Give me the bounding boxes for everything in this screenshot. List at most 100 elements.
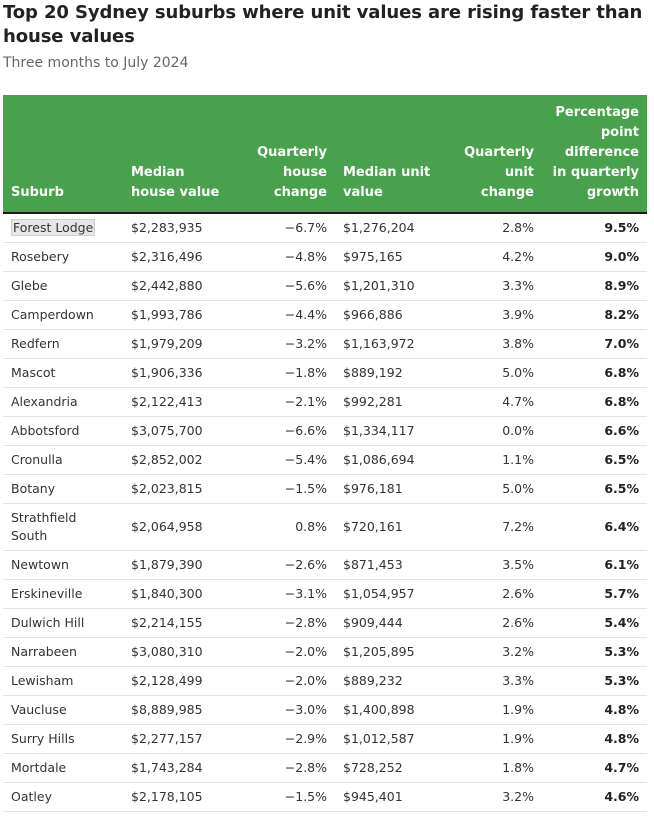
table-header-row: Suburb Median house value Quarterly hous… [3, 95, 647, 214]
cell-suburb: Forest Lodge [3, 213, 123, 243]
cell-quarterly-unit-change: 1.9% [450, 695, 542, 725]
table-row: Rosebery $2,316,496 −4.8% $975,165 4.2% 9.0% [3, 242, 647, 272]
cell-quarterly-house-change: −3.0% [233, 695, 335, 725]
table-row: Lewisham $2,128,499 −2.0% $889,232 3.3% 5.3% [3, 666, 647, 696]
cell-quarterly-unit-change: 5.0% [450, 358, 542, 388]
cell-quarterly-house-change: −2.9% [233, 724, 335, 754]
chart-subtitle: Three months to July 2024 [3, 55, 189, 71]
table-row: Mortdale $1,743,284 −2.8% $728,252 1.8% 4.7% [3, 753, 647, 783]
cell-median-unit-value: $728,252 [335, 753, 450, 783]
cell-quarterly-house-change: −3.2% [233, 329, 335, 359]
cell-median-house-value: $8,889,985 [123, 695, 233, 725]
cell-median-unit-value: $1,205,895 [335, 637, 450, 667]
cell-suburb: Narrabeen [3, 637, 123, 667]
cell-median-unit-value: $909,444 [335, 608, 450, 638]
cell-quarterly-house-change: 0.8% [233, 503, 335, 551]
cell-median-house-value: $2,023,815 [123, 474, 233, 504]
cell-percentage-point-difference: 9.5% [542, 213, 647, 243]
cell-median-unit-value: $1,012,587 [335, 724, 450, 754]
cell-quarterly-house-change: −2.8% [233, 608, 335, 638]
cell-suburb: Surry Hills [3, 724, 123, 754]
chart-container: Top 20 Sydney suburbs where unit values … [0, 1, 654, 812]
table-row: Botany $2,023,815 −1.5% $976,181 5.0% 6.5% [3, 474, 647, 504]
cell-median-house-value: $3,075,700 [123, 416, 233, 446]
cell-percentage-point-difference: 9.0% [542, 242, 647, 272]
cell-median-unit-value: $871,453 [335, 550, 450, 580]
table-row: Alexandria $2,122,413 −2.1% $992,281 4.7% 6.8… [3, 387, 647, 417]
cell-quarterly-unit-change: 3.2% [450, 782, 542, 812]
column-header-quarterly-unit-change[interactable]: Quarterly unit change [450, 95, 542, 214]
table-row: Surry Hills $2,277,157 −2.9% $1,012,587 1.9%… [3, 724, 647, 754]
cell-median-house-value: $2,064,958 [123, 503, 233, 551]
table-row: Camperdown $1,993,786 −4.4% $966,886 3.9% 8.2… [3, 300, 647, 330]
cell-suburb: Oatley [3, 782, 123, 812]
cell-median-unit-value: $1,400,898 [335, 695, 450, 725]
table-row: Cronulla $2,852,002 −5.4% $1,086,694 1.1% 6.5… [3, 445, 647, 475]
column-header-suburb[interactable]: Suburb [3, 95, 123, 214]
cell-quarterly-house-change: −5.4% [233, 445, 335, 475]
cell-quarterly-unit-change: 4.2% [450, 242, 542, 272]
column-header-median-house-value[interactable]: Median house value [123, 95, 233, 214]
table-row: Mascot $1,906,336 −1.8% $889,192 5.0% 6.8% [3, 358, 647, 388]
cell-percentage-point-difference: 4.8% [542, 695, 647, 725]
cell-median-unit-value: $720,161 [335, 503, 450, 551]
cell-quarterly-house-change: −4.4% [233, 300, 335, 330]
cell-quarterly-unit-change: 1.9% [450, 724, 542, 754]
cell-median-unit-value: $975,165 [335, 242, 450, 272]
cell-suburb: Camperdown [3, 300, 123, 330]
cell-percentage-point-difference: 6.5% [542, 445, 647, 475]
cell-median-house-value: $2,852,002 [123, 445, 233, 475]
cell-median-unit-value: $889,232 [335, 666, 450, 696]
cell-percentage-point-difference: 6.6% [542, 416, 647, 446]
cell-median-house-value: $2,214,155 [123, 608, 233, 638]
cell-median-house-value: $2,277,157 [123, 724, 233, 754]
cell-percentage-point-difference: 4.8% [542, 724, 647, 754]
cell-suburb: Alexandria [3, 387, 123, 417]
cell-quarterly-unit-change: 5.0% [450, 474, 542, 504]
cell-quarterly-unit-change: 4.7% [450, 387, 542, 417]
chart-title: Top 20 Sydney suburbs where unit values … [3, 2, 643, 47]
cell-quarterly-unit-change: 2.6% [450, 579, 542, 609]
cell-quarterly-house-change: −4.8% [233, 242, 335, 272]
table-row: Erskineville $1,840,300 −3.1% $1,054,957 2.6… [3, 579, 647, 609]
table-row: Glebe $2,442,880 −5.6% $1,201,310 3.3% 8.9% [3, 271, 647, 301]
cell-quarterly-unit-change: 2.6% [450, 608, 542, 638]
cell-percentage-point-difference: 8.9% [542, 271, 647, 301]
cell-median-unit-value: $1,201,310 [335, 271, 450, 301]
cell-quarterly-unit-change: 3.5% [450, 550, 542, 580]
cell-quarterly-house-change: −1.8% [233, 358, 335, 388]
table-row: Dulwich Hill $2,214,155 −2.8% $909,444 2.6% 5… [3, 608, 647, 638]
table-row: Redfern $1,979,209 −3.2% $1,163,972 3.8% 7.0% [3, 329, 647, 359]
cell-quarterly-house-change: −1.5% [233, 782, 335, 812]
cell-quarterly-house-change: −2.0% [233, 666, 335, 696]
table-row: Abbotsford $3,075,700 −6.6% $1,334,117 0.0% 6… [3, 416, 647, 446]
cell-median-unit-value: $1,334,117 [335, 416, 450, 446]
cell-quarterly-unit-change: 0.0% [450, 416, 542, 446]
cell-quarterly-unit-change: 3.3% [450, 271, 542, 301]
cell-percentage-point-difference: 8.2% [542, 300, 647, 330]
cell-median-unit-value: $1,086,694 [335, 445, 450, 475]
cell-percentage-point-difference: 5.7% [542, 579, 647, 609]
cell-quarterly-unit-change: 3.2% [450, 637, 542, 667]
table-row: Strathfield South $2,064,958 0.8% $720,161 7… [3, 503, 647, 551]
table-row: Forest Lodge $2,283,935 −6.7% $1,276,204 2.8… [3, 213, 647, 243]
cell-percentage-point-difference: 6.4% [542, 503, 647, 551]
cell-median-house-value: $2,283,935 [123, 213, 233, 243]
cell-median-house-value: $3,080,310 [123, 637, 233, 667]
cell-median-unit-value: $889,192 [335, 358, 450, 388]
cell-suburb: Mascot [3, 358, 123, 388]
cell-quarterly-house-change: −5.6% [233, 271, 335, 301]
cell-percentage-point-difference: 4.6% [542, 782, 647, 812]
cell-suburb: Strathfield South [3, 503, 123, 551]
cell-suburb: Cronulla [3, 445, 123, 475]
cell-median-unit-value: $992,281 [335, 387, 450, 417]
cell-median-unit-value: $945,401 [335, 782, 450, 812]
column-header-quarterly-house-change[interactable]: Quarterly house change [233, 95, 335, 214]
cell-percentage-point-difference: 7.0% [542, 329, 647, 359]
cell-quarterly-house-change: −2.6% [233, 550, 335, 580]
column-header-percentage-point-difference[interactable]: Percentage point difference in quarterly… [542, 95, 647, 214]
column-header-median-unit-value[interactable]: Median unit value [335, 95, 450, 214]
cell-median-house-value: $1,979,209 [123, 329, 233, 359]
cell-median-house-value: $2,128,499 [123, 666, 233, 696]
cell-suburb: Vaucluse [3, 695, 123, 725]
